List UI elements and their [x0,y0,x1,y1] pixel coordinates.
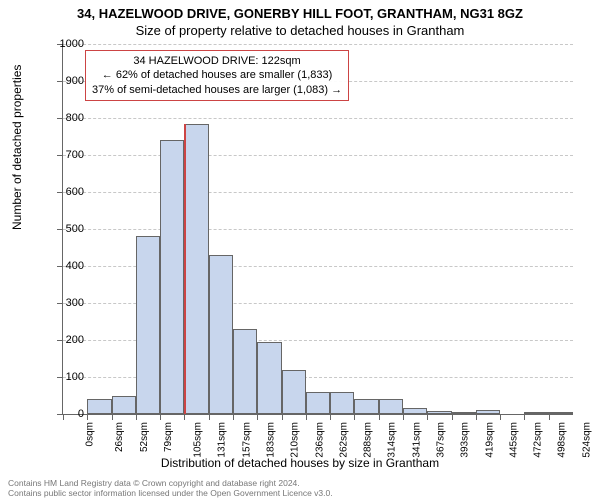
annotation-line1: 34 HAZELWOOD DRIVE: 122sqm [133,55,300,67]
x-tick [136,414,137,420]
histogram-bar [160,140,184,414]
grid-line [63,44,573,45]
histogram-bar [476,410,500,414]
x-tick-label: 183sqm [266,422,277,458]
x-tick [524,414,525,420]
x-tick [476,414,477,420]
x-tick [233,414,234,420]
x-tick-label: 419sqm [484,422,495,458]
y-tick-label: 700 [66,149,84,161]
histogram-bar [354,399,378,414]
histogram-bar [184,124,208,414]
histogram-bar [330,392,354,414]
x-tick-label: 79sqm [163,422,174,452]
attribution-footer: Contains HM Land Registry data © Crown c… [8,478,333,498]
histogram-bar [209,255,233,414]
y-tick [57,340,63,341]
y-tick [57,81,63,82]
y-axis-label: Number of detached properties [10,65,24,230]
x-tick-label: 288sqm [363,422,374,458]
histogram-bar [403,408,427,414]
y-tick-label: 100 [66,371,84,383]
address-title: 34, HAZELWOOD DRIVE, GONERBY HILL FOOT, … [0,6,600,21]
y-tick [57,229,63,230]
y-tick-label: 800 [66,112,84,124]
histogram-bar [379,399,403,414]
y-tick-label: 200 [66,334,84,346]
x-tick-label: 445sqm [508,422,519,458]
histogram-bar [112,396,136,415]
x-tick-label: 341sqm [411,422,422,458]
y-tick-label: 0 [78,408,84,420]
grid-line [63,229,573,230]
y-tick-label: 300 [66,297,84,309]
y-tick [57,303,63,304]
property-marker-line [184,124,186,414]
x-tick [549,414,550,420]
histogram-bar [282,370,306,414]
x-tick-label: 157sqm [241,422,252,458]
histogram-bar [524,412,548,414]
x-tick [257,414,258,420]
x-tick-label: 236sqm [314,422,325,458]
histogram-bar [306,392,330,414]
x-tick-label: 52sqm [139,422,150,452]
grid-line [63,118,573,119]
y-tick [57,192,63,193]
x-tick-label: 105sqm [193,422,204,458]
x-tick [87,414,88,420]
y-tick-label: 900 [66,75,84,87]
annotation-line2: ← 62% of detached houses are smaller (1,… [102,69,333,81]
y-tick [57,266,63,267]
y-tick-label: 400 [66,260,84,272]
x-tick [184,414,185,420]
x-tick [160,414,161,420]
x-tick-label: 262sqm [338,422,349,458]
y-tick [57,118,63,119]
x-tick-label: 498sqm [557,422,568,458]
x-tick-label: 524sqm [581,422,592,458]
x-tick [427,414,428,420]
x-tick-label: 131sqm [217,422,228,458]
histogram-bar [87,399,111,414]
x-tick-label: 210sqm [290,422,301,458]
x-tick [452,414,453,420]
y-tick-label: 1000 [60,38,84,50]
y-tick [57,155,63,156]
x-tick [403,414,404,420]
y-tick [57,377,63,378]
histogram-bar [427,411,451,414]
subtitle: Size of property relative to detached ho… [0,23,600,38]
histogram-bar [257,342,281,414]
x-axis-label: Distribution of detached houses by size … [0,456,600,470]
x-tick-label: 0sqm [84,422,95,446]
x-tick [306,414,307,420]
y-tick-label: 600 [66,186,84,198]
histogram-bar [452,412,476,414]
x-tick-label: 26sqm [114,422,125,452]
x-tick [282,414,283,420]
histogram-bar [233,329,257,414]
property-annotation: 34 HAZELWOOD DRIVE: 122sqm ← 62% of detac… [85,50,349,101]
footer-line2: Contains public sector information licen… [8,488,333,498]
footer-line1: Contains HM Land Registry data © Crown c… [8,478,300,488]
grid-line [63,192,573,193]
y-tick-label: 500 [66,223,84,235]
grid-line [63,155,573,156]
x-tick [209,414,210,420]
histogram-bar [136,236,160,414]
x-tick-label: 314sqm [387,422,398,458]
annotation-line3: 37% of semi-detached houses are larger (… [92,84,342,96]
histogram-bar [549,412,573,414]
x-tick-label: 393sqm [460,422,471,458]
x-tick-label: 472sqm [533,422,544,458]
x-tick [63,414,64,420]
x-tick [354,414,355,420]
x-tick [500,414,501,420]
x-tick [330,414,331,420]
x-tick [112,414,113,420]
x-tick-label: 367sqm [436,422,447,458]
x-tick [379,414,380,420]
